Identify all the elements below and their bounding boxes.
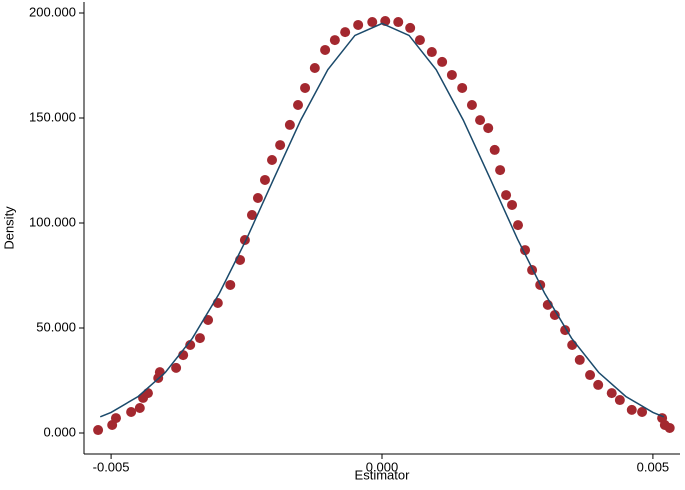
- scatter-point: [567, 340, 578, 351]
- x-tick-label: -0.005: [93, 459, 130, 474]
- scatter-point: [284, 119, 295, 130]
- scatter-point: [489, 144, 500, 155]
- scatter-point: [252, 193, 263, 204]
- scatter-point: [483, 123, 494, 134]
- scatter-point: [300, 82, 311, 93]
- scatter-point: [549, 309, 560, 320]
- scatter-point: [495, 165, 506, 176]
- scatter-point: [606, 388, 617, 399]
- scatter-point: [110, 413, 121, 424]
- x-axis-title: Estimator: [355, 467, 411, 482]
- scatter-point: [353, 19, 364, 30]
- x-tick-label: 0.000: [366, 459, 399, 474]
- scatter-point: [171, 362, 182, 373]
- scatter-point: [134, 403, 145, 414]
- scatter-point: [275, 140, 286, 151]
- scatter-point: [320, 44, 331, 55]
- scatter-point: [267, 155, 278, 165]
- y-axis-title: Density: [1, 206, 16, 250]
- scatter-point: [585, 370, 596, 381]
- scatter-point: [259, 174, 270, 185]
- x-tick-label: 0.005: [637, 459, 670, 474]
- scatter-point: [293, 99, 304, 110]
- density-line: [99, 22, 665, 418]
- scatter-point: [637, 407, 648, 417]
- scatter-point: [614, 395, 625, 406]
- y-tick-label: 50.000: [36, 319, 76, 334]
- scatter-point: [626, 404, 637, 415]
- scatter-point: [593, 379, 604, 390]
- scatter-point: [309, 63, 320, 74]
- scatter-point: [512, 220, 523, 231]
- scatter-point: [446, 69, 457, 80]
- scatter-point: [225, 279, 236, 290]
- y-tick-label: 0.000: [43, 424, 76, 439]
- scatter-point: [457, 82, 468, 93]
- scatter-point: [466, 99, 477, 110]
- scatter-point: [194, 333, 205, 344]
- scatter-point: [185, 340, 196, 351]
- y-tick-label: 100.000: [29, 214, 76, 229]
- scatter-point: [393, 17, 404, 28]
- scatter-point: [507, 199, 518, 210]
- scatter-point: [154, 367, 165, 378]
- scatter-point: [437, 56, 448, 67]
- scatter-point: [574, 354, 585, 365]
- scatter-point: [475, 115, 486, 126]
- scatter-point: [93, 425, 104, 436]
- scatter-point: [142, 388, 153, 399]
- scatter-point: [664, 422, 675, 433]
- y-tick-label: 200.000: [29, 4, 76, 19]
- scatter-point: [426, 47, 437, 58]
- scatter-point: [340, 27, 351, 38]
- scatter-point: [246, 210, 257, 221]
- y-tick-label: 150.000: [29, 109, 76, 124]
- scatter-point: [501, 190, 512, 201]
- scatter-point: [329, 35, 340, 46]
- scatter-point: [405, 22, 416, 33]
- scatter-point: [367, 17, 378, 28]
- scatter-point: [126, 407, 137, 417]
- scatter-point: [414, 35, 425, 46]
